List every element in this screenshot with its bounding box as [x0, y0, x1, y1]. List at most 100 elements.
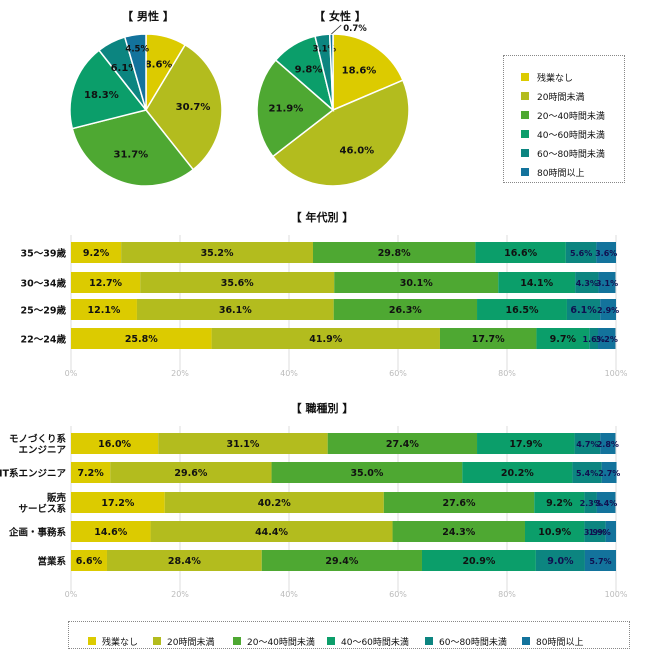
bar1-value-label: 4.7% [576, 440, 598, 449]
legend-swatch [521, 130, 529, 138]
bar1-value-label: 3.4% [595, 499, 617, 508]
bar0-segment [598, 328, 616, 349]
bar1-value-label: 2.8% [597, 440, 619, 449]
legend-right [503, 55, 625, 183]
bar0-value-label: 30.1% [400, 278, 433, 289]
bar1-value-label: 28.4% [168, 556, 201, 567]
bar0-segment [71, 328, 212, 349]
bar1-segment [71, 433, 159, 454]
bar0-segment [477, 299, 567, 320]
bar1-value-label: 16.0% [98, 439, 131, 450]
pie0-label-0: 8.6% [145, 60, 173, 71]
bar1-category-label: エンジニア [18, 445, 66, 456]
bar1-segment [71, 462, 111, 483]
bar0-value-label: 9.7% [550, 334, 577, 345]
pie0-label-3: 18.3% [84, 90, 119, 101]
bar0-value-label: 41.9% [309, 334, 342, 345]
pie1-label-0: 18.6% [342, 66, 377, 77]
bar0-segment [140, 272, 335, 293]
pie-title-male: 【 男性 】 [122, 10, 174, 23]
bar1-segment [524, 521, 585, 542]
bar1-segment [584, 550, 616, 571]
axis-tick-label: 60% [389, 590, 407, 599]
bar0-segment [600, 299, 616, 320]
bar0-value-label: 12.7% [89, 278, 122, 289]
legend-swatch [521, 111, 529, 119]
bar1-segment [392, 521, 525, 542]
bar1-segment [477, 433, 575, 454]
axis-tick-label: 0% [65, 369, 78, 378]
legend-bottom-item: 残業なし [88, 630, 138, 649]
bar0-segment [71, 242, 122, 263]
bar0-segment [498, 272, 576, 293]
bar1-segment [574, 433, 601, 454]
legend-label: 80時間以上 [536, 638, 584, 648]
pie1-slice-1 [271, 79, 410, 187]
bar0-category-label: 30～34歳 [21, 278, 67, 290]
bar1-segment [421, 550, 536, 571]
legend-swatch [327, 637, 335, 645]
bar1-segment [584, 492, 597, 513]
bar1-title: 【 職種別 】 [291, 401, 354, 415]
bar1-segment [605, 521, 616, 542]
axis-tick-label: 80% [498, 369, 516, 378]
legend-swatch [521, 149, 529, 157]
axis-tick-label: 20% [171, 369, 189, 378]
bar0-value-label: 2.9% [597, 306, 619, 315]
bar1-segment [158, 433, 328, 454]
bar0-segment [598, 272, 616, 293]
bar1-value-label: 1.9% [589, 528, 611, 537]
legend-swatch [521, 168, 529, 176]
bar1-value-label: 2.7% [598, 469, 620, 478]
bar1-value-label: 24.3% [442, 527, 475, 538]
axis-tick-label: 40% [280, 369, 298, 378]
axis-tick-label: 20% [171, 590, 189, 599]
bar1-segment [261, 550, 422, 571]
pie0-slice-3 [69, 49, 148, 130]
bar0-segment [71, 272, 141, 293]
legend-label: 残業なし [102, 638, 139, 648]
pie1-slice-2 [256, 58, 335, 158]
pie-title-female: 【 女性 】 [314, 10, 366, 23]
legend-label: 20時間未満 [167, 638, 215, 648]
bar0-segment [439, 328, 537, 349]
bar1-value-label: 31.1% [226, 439, 259, 450]
legend-bottom-item: 20時間未満 [153, 630, 214, 649]
legend-label: 80時間以上 [537, 169, 585, 179]
bar1-category-label: IT系エンジニア [0, 468, 66, 480]
pie1-label-5: 0.7% [343, 24, 367, 34]
legend-right-item: 20～40時間未満 [521, 104, 605, 123]
axis-tick-label: 100% [605, 369, 628, 378]
bar1-value-label: 6.6% [76, 556, 103, 567]
bar0-value-label: 25.8% [125, 334, 158, 345]
bar1-value-label: 17.9% [509, 439, 542, 450]
bar1-value-label: 3.9% [584, 528, 606, 537]
bar1-value-label: 10.9% [538, 527, 571, 538]
bar0-value-label: 3.1% [596, 279, 618, 288]
pie0-slice-1 [145, 43, 223, 171]
bar1-category-label: 企画・事務系 [8, 527, 67, 539]
bar0-segment [589, 328, 599, 349]
bar0-value-label: 6.1% [570, 305, 597, 316]
legend-bottom-item: 20～40時間未満 [233, 630, 315, 649]
bar1-value-label: 29.4% [325, 556, 358, 567]
bar1-value-label: 5.7% [589, 557, 611, 566]
bar0-segment [71, 299, 137, 320]
bar1-segment [327, 433, 478, 454]
bar0-value-label: 9.2% [83, 248, 110, 259]
bar0-category-label: 22～24歳 [21, 334, 67, 346]
bar0-segment [475, 242, 566, 263]
pie0-label-1: 30.7% [176, 102, 211, 113]
bar1-segment [600, 433, 616, 454]
bar1-value-label: 35.0% [350, 468, 383, 479]
bar0-value-label: 16.5% [506, 305, 539, 316]
bar0-segment [565, 242, 597, 263]
bar1-value-label: 20.2% [501, 468, 534, 479]
bar1-value-label: 27.4% [386, 439, 419, 450]
axis-tick-label: 0% [65, 590, 78, 599]
pie0-label-2: 31.7% [114, 150, 149, 161]
pie-charts: 8.6% 30.7% 31.7% 18.3% 6.1% 4.5% 18.6% 46.0% 21.… [69, 24, 410, 187]
bar0-value-label: 35.2% [201, 248, 234, 259]
legend-right-item: 残業なし [521, 66, 573, 85]
bar0-segment [596, 242, 616, 263]
